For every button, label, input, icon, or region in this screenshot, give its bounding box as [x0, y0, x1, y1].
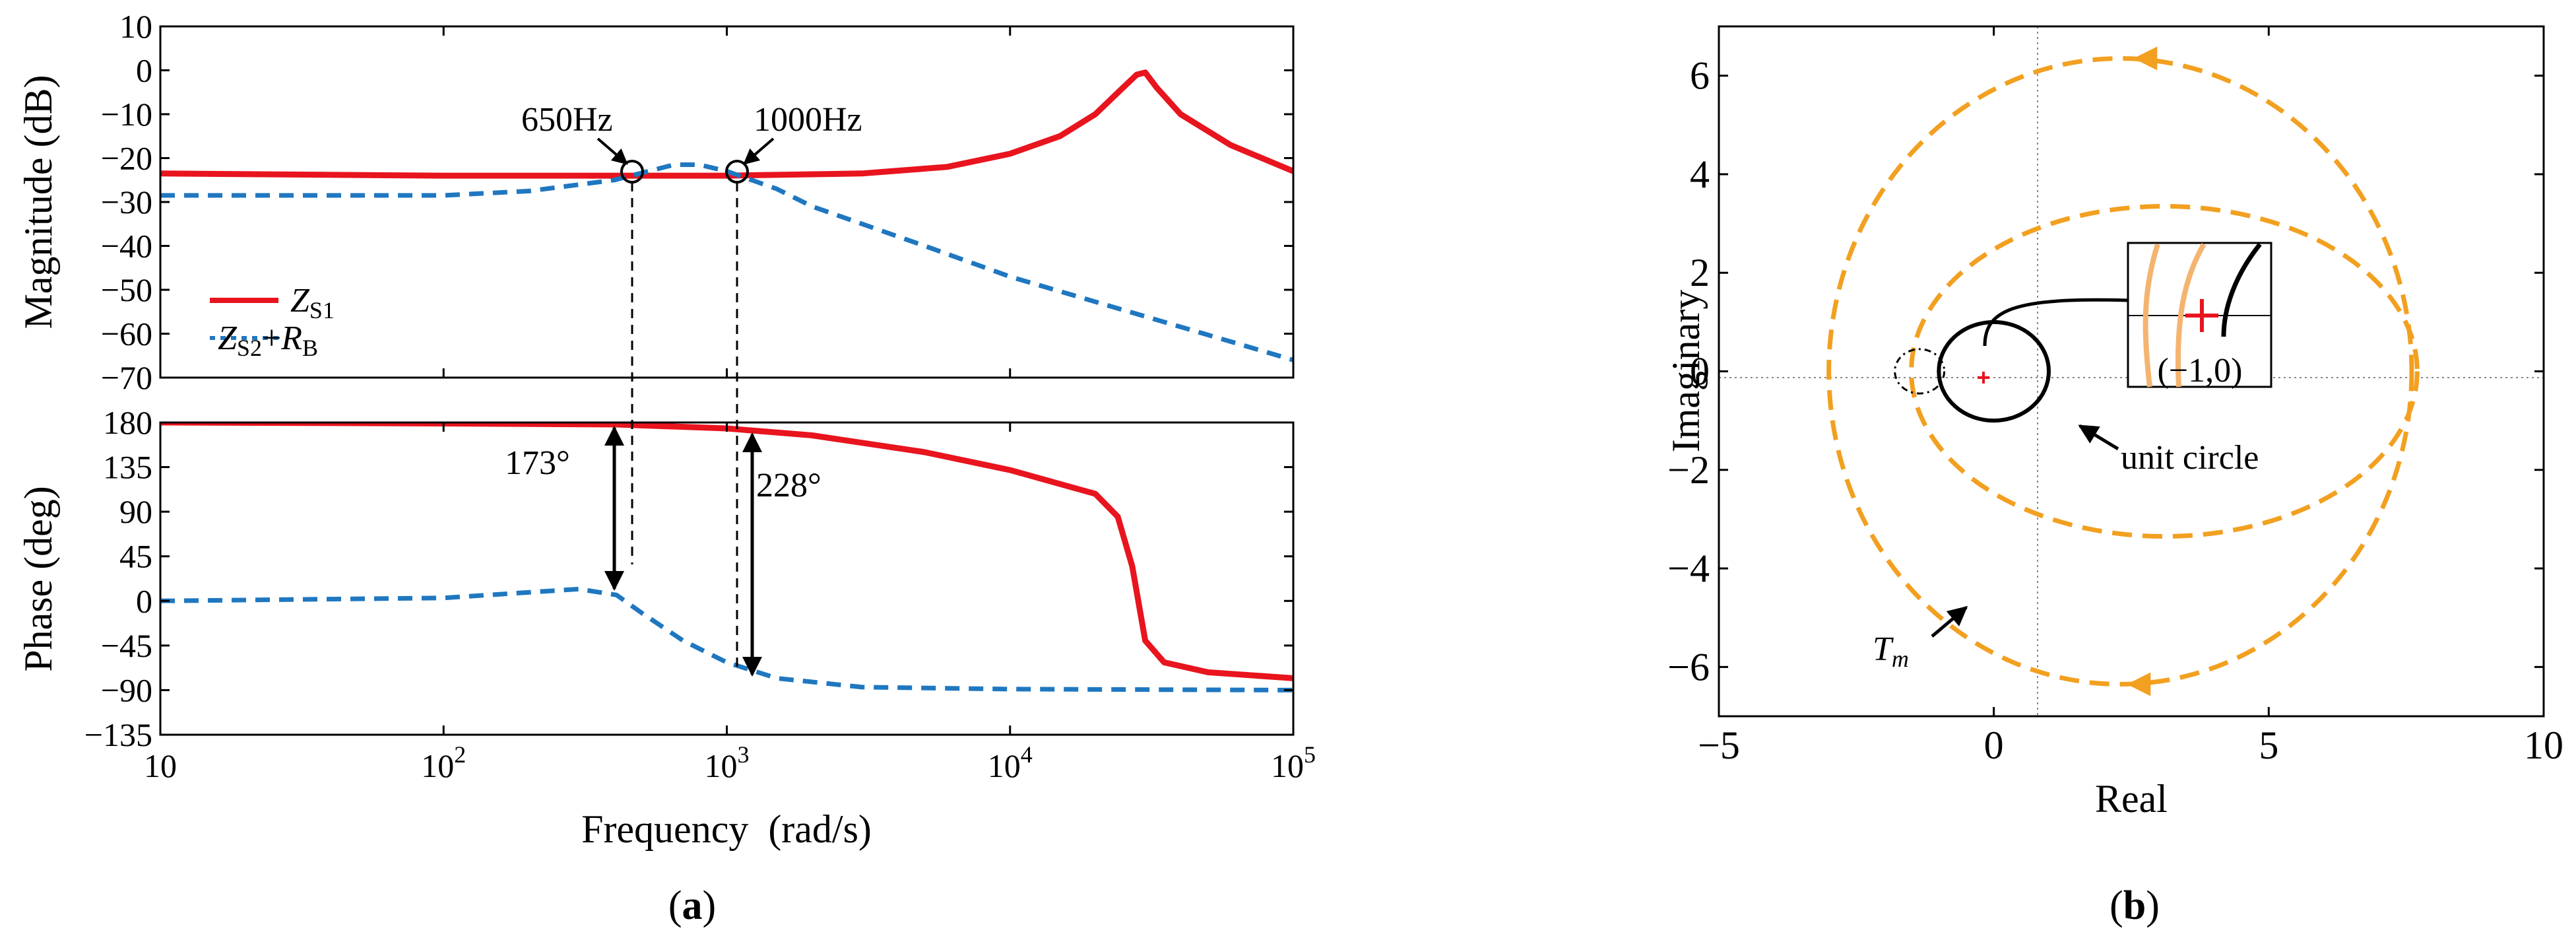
phase-ytick-label: 90	[119, 493, 152, 530]
zoom-curve-unit	[2221, 242, 2262, 337]
arrow-650hz	[596, 137, 628, 165]
phase-xtick-label: 105	[1271, 741, 1316, 784]
nyquist-xtick-label: 0	[1984, 724, 2004, 767]
nyquist-direction-arrow-top	[2133, 46, 2158, 71]
annotation-tm: Tm	[1873, 630, 1909, 672]
nyquist-ytick-label: 4	[1690, 152, 1710, 196]
phase-series-z-s2-rb	[160, 586, 1293, 692]
nyquist-xtick-label: 5	[2259, 724, 2278, 767]
nyquist-plot: −5 0 5 10 6 4 2 0 −2 −4 −6 Real Imaginary (−1,0) u…	[1664, 25, 2563, 821]
magnitude-plot: 100−10−20−30−40−50−60−70 Magnitude (dB) …	[16, 8, 1295, 396]
legend: ZS1 ZS2+RB	[210, 282, 335, 361]
arrow-tm	[1931, 606, 1968, 638]
zoom-curve-light-1	[2142, 243, 2160, 388]
phase-xtick-label: 104	[988, 741, 1033, 784]
nyquist-xlabel: Real	[2095, 777, 2168, 821]
legend-label-z-s1: ZS1	[290, 282, 335, 323]
panel-label-b: (b)	[2109, 883, 2160, 928]
nyquist-curve-unit-circle	[1937, 320, 2051, 423]
nyquist-xtick-label: −5	[1698, 724, 1740, 767]
annotation-173deg: 173°	[505, 444, 570, 482]
magnitude-ytick-label: −60	[101, 316, 152, 353]
nyquist-ytick-label: 2	[1690, 251, 1710, 294]
magnitude-axes-frame	[159, 25, 1295, 379]
magnitude-ytick-label: −30	[101, 184, 152, 220]
phase-ytick-label: 45	[119, 538, 152, 575]
phase-ytick-label: −90	[101, 671, 152, 708]
phase-xtick-label: 103	[705, 741, 750, 784]
magnitude-ytick-label: −20	[101, 140, 152, 177]
nyquist-ytick-label: −4	[1667, 547, 1710, 590]
magnitude-series-z-s1	[160, 69, 1293, 179]
nyquist-ytick-label: −6	[1667, 645, 1710, 689]
phase-ytick-label: 180	[103, 404, 152, 441]
panel-label-a-letter: a	[682, 883, 703, 928]
magnitude-ytick-label: −70	[101, 359, 152, 396]
phase-ytick-label: −135	[84, 716, 152, 753]
legend-label-z-s2-rb: ZS2+RB	[218, 320, 318, 361]
phase-plot: 180 135 90 45 0 −45 −90 −135 10 102 103 104 105 Pha…	[16, 182, 1316, 851]
phase-xtick-label: 102	[421, 741, 466, 784]
magnitude-ytick-label: −10	[101, 96, 152, 133]
phase-xtick-label: 10	[144, 747, 177, 784]
phase-ylabel: Phase (deg)	[16, 486, 60, 672]
phase-ytick-label: 0	[136, 582, 152, 619]
magnitude-ytick-label: −40	[101, 228, 152, 265]
panel-label-b-letter: b	[2123, 883, 2146, 928]
nyquist-ytick-label: −2	[1667, 448, 1710, 492]
nyquist-ylabel: Imaginary	[1664, 290, 1708, 453]
annotation-critical-point: (−1,0)	[2158, 352, 2243, 389]
nyquist-xtick-label: 10	[2524, 724, 2563, 767]
annotation-228deg: 228°	[756, 467, 821, 504]
arrow-1000hz	[743, 137, 775, 165]
zoom-connector	[1983, 298, 2129, 347]
nyquist-curve-zoom-circle	[1894, 348, 1946, 395]
panel-label-a: (a)	[668, 883, 716, 928]
zoom-curve-light-2	[2175, 242, 2206, 388]
annotation-unit-circle: unit circle	[2121, 439, 2259, 477]
magnitude-ytick-label: 10	[119, 8, 152, 45]
nyquist-curve-t-m-outer	[1826, 56, 2414, 687]
magnitude-ylabel: Magnitude (dB)	[16, 75, 60, 329]
nyquist-ytick-label: 6	[1690, 54, 1710, 98]
frequency-xlabel: Frequency (rad/s)	[581, 807, 872, 851]
magnitude-ytick-label: −50	[101, 271, 152, 308]
annotation-650hz: 650Hz	[521, 101, 613, 139]
annotation-1000hz: 1000Hz	[754, 101, 862, 139]
arrow-unit-circle	[2078, 424, 2119, 451]
phase-ytick-label: 135	[103, 449, 152, 486]
phase-series-z-s1	[160, 422, 1293, 681]
magnitude-ytick-label: 0	[136, 52, 152, 89]
nyquist-ytick-label: 0	[1690, 350, 1710, 393]
zoom-inset: (−1,0)	[1983, 242, 2272, 389]
nyquist-direction-arrow-bottom	[2127, 672, 2151, 696]
nyquist-curve-t-m-inner	[1909, 203, 2420, 539]
phase-ytick-label: −45	[101, 627, 152, 664]
magnitude-series-z-s2-rb	[160, 162, 1293, 362]
